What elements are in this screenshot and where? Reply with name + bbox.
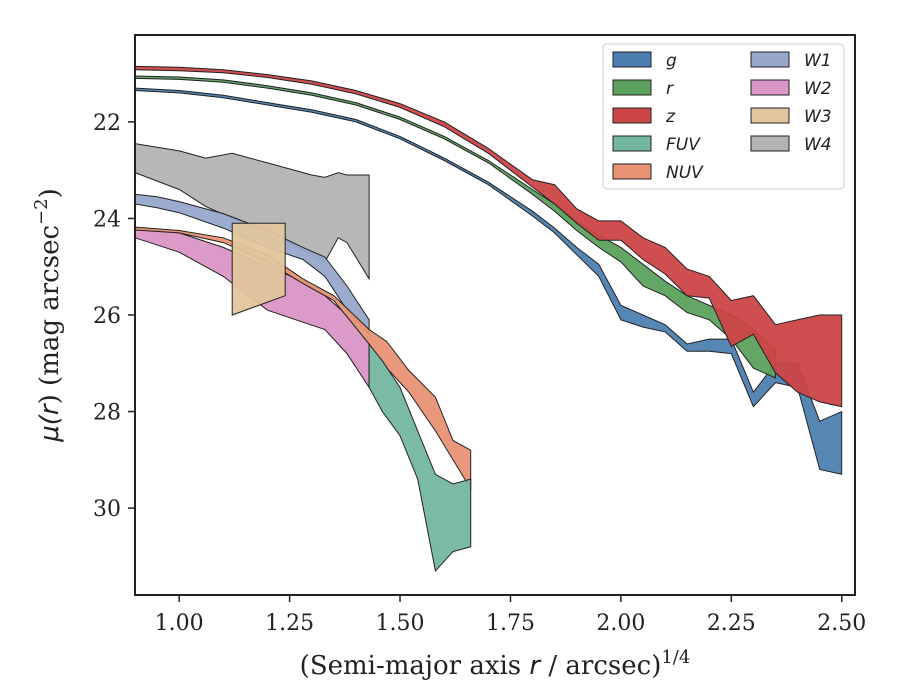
legend-swatch-r <box>612 79 652 96</box>
band-w4 <box>134 143 370 281</box>
legend-label-w4: W4 <box>804 135 832 155</box>
y-axis-label: μ(r) (mag arcsec−2) <box>31 188 65 443</box>
y-tick-label: 24 <box>93 207 121 232</box>
y-axis: 22 24 26 28 30 <box>93 111 135 522</box>
profile-bands <box>134 65 843 572</box>
y-tick-label: 26 <box>93 304 121 329</box>
legend-label-z: z <box>665 107 676 127</box>
x-tick-label: 2.25 <box>707 611 756 636</box>
y-tick-label: 28 <box>93 401 121 426</box>
band-z <box>134 65 843 408</box>
legend-label-g: g <box>666 51 677 71</box>
band-fuv <box>368 342 472 572</box>
legend-swatch-w2 <box>750 79 790 96</box>
band-g <box>134 87 843 475</box>
x-tick-label: 1.50 <box>376 611 425 636</box>
legend-swatch-w3 <box>750 107 790 124</box>
legend-label-fuv: FUV <box>666 135 701 155</box>
legend-label-w1: W1 <box>804 51 832 71</box>
x-tick-label: 1.75 <box>486 611 535 636</box>
x-tick-label: 2.50 <box>817 611 866 636</box>
y-tick-label: 30 <box>93 497 121 522</box>
legend-swatch-nuv <box>612 163 652 180</box>
legend-label-r: r <box>666 79 674 99</box>
legend-swatch-g <box>612 51 652 68</box>
y-tick-label: 22 <box>93 111 121 136</box>
band-r <box>134 75 776 379</box>
x-tick-label: 1.25 <box>265 611 314 636</box>
legend-swatch-w4 <box>750 135 790 152</box>
legend-label-w3: W3 <box>804 107 832 127</box>
band-w3 <box>231 222 286 316</box>
legend-swatch-fuv <box>612 135 652 152</box>
x-tick-label: 1.00 <box>155 611 204 636</box>
legend-label-nuv: NUV <box>666 163 704 183</box>
legend-swatch-w1 <box>750 51 790 68</box>
legend-label-w2: W2 <box>804 79 832 99</box>
legend: grz FUV NUV W1 W2 W3 W4 <box>602 43 845 190</box>
legend-swatch-z <box>612 107 652 124</box>
x-axis: 1.00 1.25 1.50 1.75 2.00 2.25 2.50 <box>155 595 866 636</box>
x-axis-label: (Semi-major axis r / arcsec)1/4 <box>300 647 691 681</box>
x-tick-label: 2.00 <box>596 611 645 636</box>
